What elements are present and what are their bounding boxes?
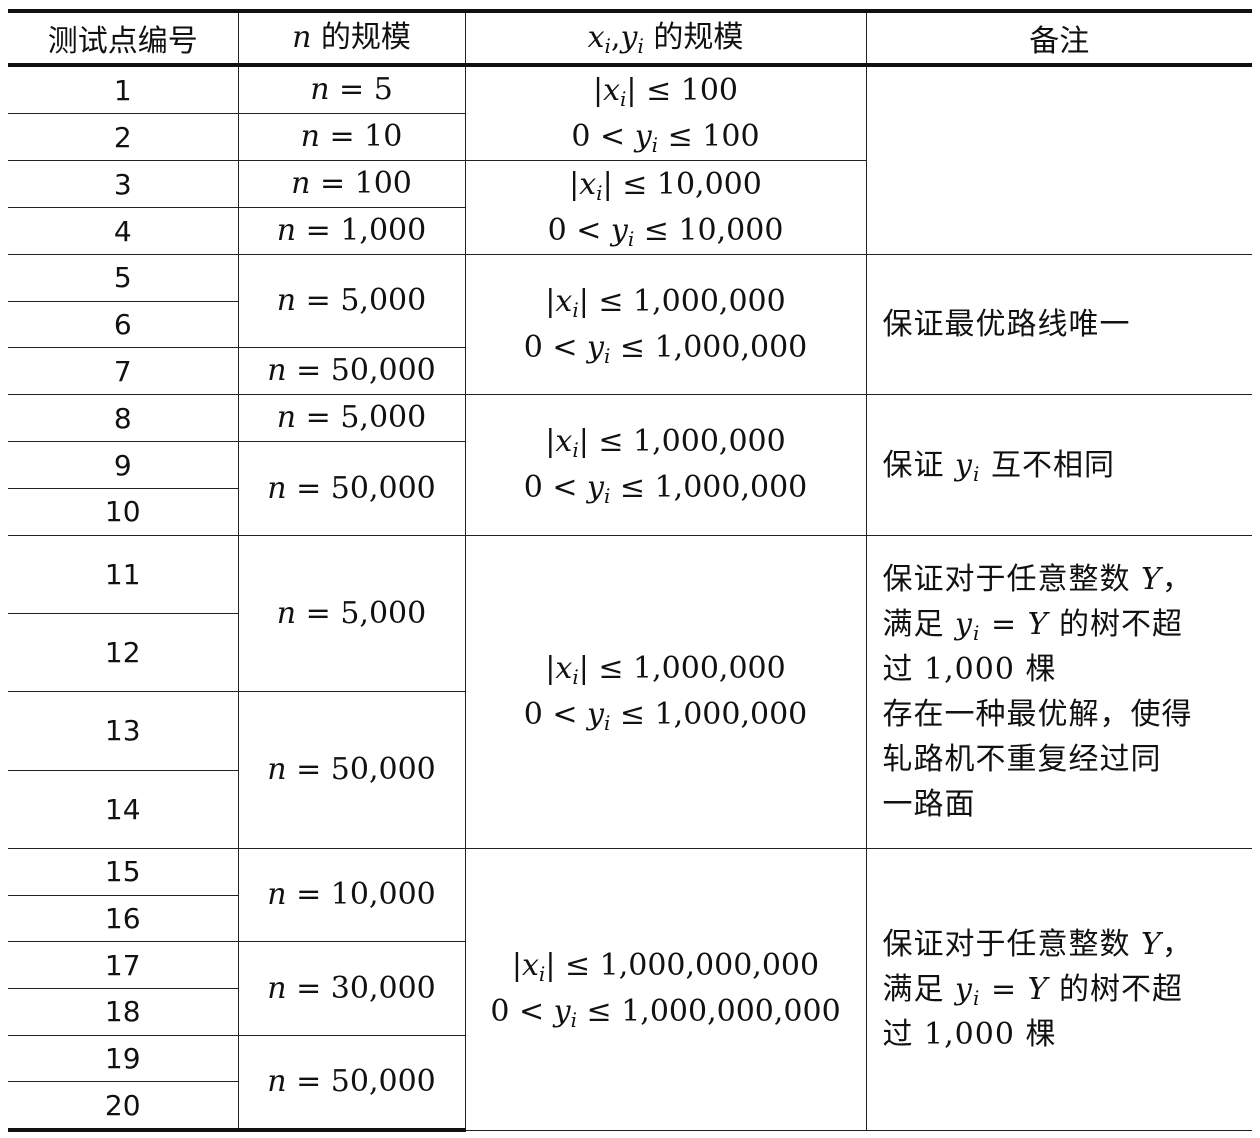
xy-scale: |xi| ≤ 1,000,000,000 0 < yi ≤ 1,000,000,0… <box>464 847 867 1131</box>
header-notes: 备注 <box>865 9 1252 67</box>
xy-scale: |xi| ≤ 1,000,000 0 < yi ≤ 1,000,000 <box>464 394 867 536</box>
test-id: 12 <box>8 613 238 693</box>
note: 保证对于任意整数 Y， 满足 yi = Y 的树不超过 1,000 棵 <box>865 847 1252 1131</box>
test-id: 8 <box>8 394 239 443</box>
test-id: 19 <box>8 1034 239 1083</box>
test-id: 13 <box>8 691 239 771</box>
n-scale: n = 1,000 <box>237 207 465 255</box>
xy-scale: |xi| ≤ 1,000,000 0 < yi ≤ 1,000,000 <box>464 253 867 396</box>
test-id: 17 <box>8 941 239 989</box>
header-test-id: 测试点编号 <box>8 9 239 67</box>
xy-scale: |xi| ≤ 1,000,000 0 < yi ≤ 1,000,000 <box>464 534 867 849</box>
n-scale: n = 50,000 <box>237 1034 465 1133</box>
test-id: 15 <box>8 847 239 896</box>
n-scale: n = 30,000 <box>237 941 465 1036</box>
test-id: 9 <box>8 441 239 490</box>
header-n-scale: n 的规模 <box>237 9 466 67</box>
test-id: 1 <box>8 64 239 114</box>
xy-scale: |xi| ≤ 10,000 0 < yi ≤ 10,000 <box>464 160 866 255</box>
note: 保证 yi 互不相同 <box>865 394 1252 536</box>
n-scale: n = 5,000 <box>237 394 466 443</box>
test-id: 2 <box>8 113 239 161</box>
test-id: 10 <box>8 488 238 536</box>
test-id: 20 <box>8 1081 238 1133</box>
n-scale: n = 50,000 <box>237 441 465 536</box>
n-scale: n = 10,000 <box>237 847 466 943</box>
test-id: 16 <box>8 894 238 943</box>
header-row: 测试点编号 n 的规模 xi,yi 的规模 备注 <box>8 9 1252 67</box>
header-xy-scale: xi,yi 的规模 <box>464 9 867 67</box>
note: 保证最优路线唯一 <box>865 253 1252 396</box>
test-id: 7 <box>8 347 239 396</box>
n-scale: n = 5 <box>237 64 466 114</box>
test-id: 5 <box>8 254 239 302</box>
notes-empty <box>865 64 1252 255</box>
test-id: 3 <box>8 160 239 208</box>
n-scale: n = 50,000 <box>237 347 465 396</box>
note: 保证对于任意整数 Y， 满足 yi = Y 的树不超过 1,000 棵 存在一种最… <box>865 534 1252 849</box>
constraints-table: 测试点编号 n 的规模 xi,yi 的规模 备注 1 n = 5 |xi| ≤ … <box>8 9 1252 1133</box>
test-id: 6 <box>8 300 238 349</box>
n-scale: n = 10 <box>237 113 465 161</box>
test-id: 18 <box>8 988 238 1036</box>
n-scale: n = 5,000 <box>237 253 466 349</box>
test-id: 11 <box>8 534 239 615</box>
test-id: 4 <box>8 207 239 255</box>
xy-scale: |xi| ≤ 100 0 < yi ≤ 100 <box>464 64 867 161</box>
n-scale: n = 100 <box>237 160 466 208</box>
n-scale: n = 50,000 <box>237 691 465 849</box>
n-scale: n = 5,000 <box>237 534 466 693</box>
test-id: 14 <box>8 769 238 849</box>
